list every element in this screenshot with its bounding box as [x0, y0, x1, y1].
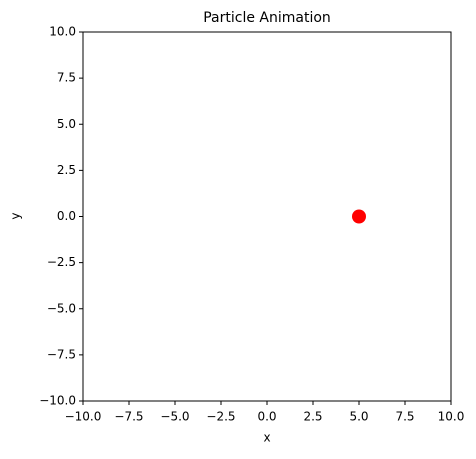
particle: [352, 209, 366, 224]
x-tick-label: 0.0: [257, 410, 276, 424]
axes-frame: [82, 31, 452, 402]
y-tick-label: 5.0: [57, 117, 76, 131]
y-tick-label: 2.5: [57, 163, 76, 177]
y-tick-label: −10.0: [39, 394, 76, 408]
x-tick-label: −7.5: [114, 410, 143, 424]
x-tick-label: 2.5: [303, 410, 322, 424]
x-tick-label: 10.0: [438, 410, 465, 424]
y-tick-label: 10.0: [49, 25, 76, 39]
y-tick-label: 0.0: [57, 209, 76, 223]
x-tick-label: −2.5: [206, 410, 235, 424]
y-tick-label: −2.5: [47, 255, 76, 269]
y-tick-label: −7.5: [47, 347, 76, 361]
y-tick-label: 7.5: [57, 71, 76, 85]
y-axis-label: y: [9, 212, 23, 219]
chart-title: Particle Animation: [203, 10, 331, 26]
x-tick-label: 5.0: [349, 410, 368, 424]
x-tick-label: 7.5: [395, 410, 414, 424]
y-tick-label: −5.0: [47, 301, 76, 315]
x-tick-label: −10.0: [65, 410, 102, 424]
x-tick-label: −5.0: [160, 410, 189, 424]
x-axis-label: x: [263, 431, 270, 445]
